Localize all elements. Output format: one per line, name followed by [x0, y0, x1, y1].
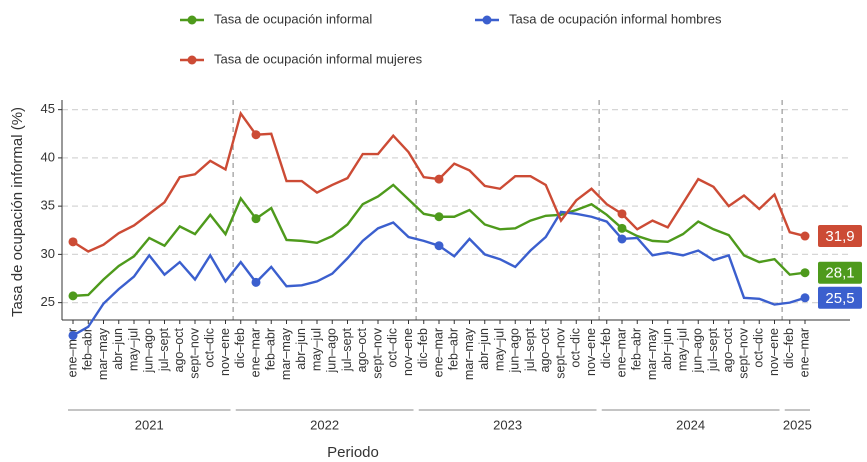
x-tick-label: dic–feb	[599, 328, 613, 368]
group-label: 2025	[783, 417, 812, 432]
x-tick-label: sept–nov	[736, 327, 750, 378]
x-tick-label: abr–jun	[477, 328, 491, 370]
x-tick-label: oct–dic	[203, 328, 217, 368]
x-tick-label: ago–oct	[538, 327, 552, 372]
x-tick-label: sept–nov	[187, 327, 201, 378]
legend-swatch-dot	[187, 55, 197, 65]
x-tick-label: jun–ago	[508, 328, 522, 374]
x-tick-label: ene–mar	[65, 328, 79, 377]
x-tick-label: dic–feb	[782, 328, 796, 368]
x-tick-label: jun–ago	[142, 328, 156, 374]
series-line	[72, 183, 806, 298]
x-axis-title: Periodo	[327, 444, 379, 461]
x-tick-label: mar–may	[96, 327, 110, 380]
x-tick-label: may–jul	[492, 328, 506, 371]
legend-swatch-dot	[187, 15, 197, 25]
x-tick-label: oct–dic	[386, 328, 400, 368]
point	[68, 291, 78, 301]
x-tick-label: dic–feb	[233, 328, 247, 368]
point	[68, 237, 78, 247]
x-tick-label: feb–abr	[81, 328, 95, 370]
y-tick-label: 45	[41, 101, 55, 116]
x-tick-label: ene–mar	[431, 328, 445, 377]
x-tick-label: feb–abr	[630, 328, 644, 370]
end-label-box	[818, 286, 862, 309]
group-label: 2024	[676, 417, 705, 432]
x-tick-label: ago–oct	[172, 327, 186, 372]
x-tick-label: mar–may	[462, 327, 476, 380]
x-tick-label: ene–mar	[248, 328, 262, 377]
legend-swatch-dot	[482, 15, 492, 25]
x-tick-label: oct–dic	[569, 328, 583, 368]
x-tick-label: ago–oct	[355, 327, 369, 372]
x-tick-label: mar–may	[279, 327, 293, 380]
x-tick-label: jul–sept	[157, 327, 171, 372]
point	[617, 223, 627, 233]
legend-label: Tasa de ocupación informal mujeres	[214, 51, 423, 66]
point	[251, 130, 261, 140]
x-tick-label: sept–nov	[553, 327, 567, 378]
x-tick-label: ene–mar	[797, 328, 811, 377]
y-tick-label: 40	[41, 149, 55, 164]
point	[434, 174, 444, 184]
y-tick-label: 25	[41, 294, 55, 309]
x-tick-label: abr–jun	[294, 328, 308, 370]
point	[434, 212, 444, 222]
x-tick-label: nov–ene	[767, 328, 781, 376]
point	[800, 293, 810, 303]
end-label: 25,5	[825, 290, 854, 307]
x-tick-label: abr–jun	[111, 328, 125, 370]
end-label-box	[818, 225, 862, 248]
x-tick-label: may–jul	[309, 328, 323, 371]
x-tick-label: nov–ene	[584, 328, 598, 376]
y-tick-label: 30	[41, 246, 55, 261]
x-tick-label: ago–oct	[721, 327, 735, 372]
x-tick-label: ene–mar	[614, 328, 628, 377]
group-label: 2022	[310, 417, 339, 432]
point	[617, 234, 627, 244]
y-axis-title: Tasa de ocupación informal (%)	[9, 107, 26, 317]
x-tick-label: feb–abr	[447, 328, 461, 370]
point	[800, 268, 810, 278]
x-tick-label: jun–ago	[691, 328, 705, 374]
legend-label: Tasa de ocupación informal	[214, 11, 372, 26]
group-label: 2021	[135, 417, 164, 432]
point	[251, 214, 261, 224]
x-tick-label: may–jul	[675, 328, 689, 371]
y-tick-label: 35	[41, 198, 55, 213]
x-tick-label: jun–ago	[325, 328, 339, 374]
x-tick-label: mar–may	[645, 327, 659, 380]
x-tick-label: sept–nov	[370, 327, 384, 378]
group-label: 2023	[493, 417, 522, 432]
x-tick-label: jul–sept	[706, 327, 720, 372]
x-tick-label: feb–abr	[264, 328, 278, 370]
legend-label: Tasa de ocupación informal hombres	[509, 11, 722, 26]
point	[251, 277, 261, 287]
end-label: 31,9	[825, 228, 854, 245]
x-tick-label: jul–sept	[523, 327, 537, 372]
x-tick-label: abr–jun	[660, 328, 674, 370]
point	[617, 209, 627, 219]
end-label: 28,1	[825, 265, 854, 282]
end-label-box	[818, 261, 862, 284]
point	[800, 231, 810, 241]
x-tick-label: oct–dic	[752, 328, 766, 368]
point	[68, 330, 78, 340]
x-tick-label: nov–ene	[401, 328, 415, 376]
point	[434, 241, 444, 251]
series-line	[72, 210, 806, 337]
x-tick-label: may–jul	[126, 328, 140, 371]
x-tick-label: nov–ene	[218, 328, 232, 376]
x-tick-label: dic–feb	[416, 328, 430, 368]
x-tick-label: jul–sept	[340, 327, 354, 372]
